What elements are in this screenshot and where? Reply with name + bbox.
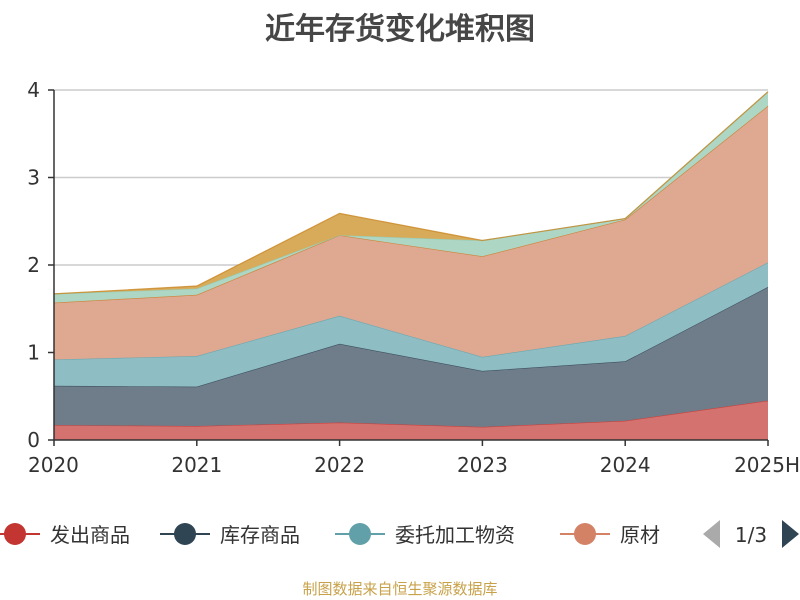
legend-circle-icon <box>174 523 196 545</box>
chart-title: 近年存货变化堆积图 <box>265 12 535 47</box>
legend: 发出商品 库存商品 委托加工物资 原材 1/3 <box>0 514 800 554</box>
legend-item[interactable]: 原材 <box>560 523 660 547</box>
axes: 0 1 2 3 4 2020 2021 2022 2023 2024 2025H <box>27 78 800 477</box>
area-series <box>53 91 769 440</box>
y-tick-label: 1 <box>27 341 40 365</box>
area-series-0 <box>54 400 768 440</box>
legend-label: 委托加工物资 <box>395 523 515 547</box>
pager-prev-icon[interactable] <box>703 520 720 548</box>
x-tick-label: 2025H <box>734 453 800 477</box>
legend-label: 发出商品 <box>50 523 130 547</box>
x-tick-label: 2024 <box>600 453 651 477</box>
legend-label: 库存商品 <box>220 523 300 547</box>
legend-circle-icon <box>574 523 596 545</box>
area-series-line-6 <box>53 91 769 295</box>
y-tick-label: 3 <box>27 166 40 190</box>
legend-item[interactable]: 发出商品 <box>0 523 130 547</box>
legend-circle-icon <box>4 523 26 545</box>
legend-item[interactable]: 库存商品 <box>160 523 300 547</box>
x-tick-label: 2021 <box>171 453 222 477</box>
pager-next-icon[interactable] <box>782 520 799 548</box>
legend-label: 原材 <box>620 523 660 547</box>
legend-page-indicator: 1/3 <box>735 523 767 547</box>
legend-circle-icon <box>349 523 371 545</box>
x-tick-label: 2023 <box>457 453 508 477</box>
area-series-2 <box>54 262 768 387</box>
legend-pager: 1/3 <box>692 514 800 554</box>
area-series-3 <box>54 105 768 360</box>
area-series-1 <box>54 286 768 427</box>
legend-item[interactable]: 委托加工物资 <box>335 523 515 547</box>
data-source-note: 制图数据来自恒生聚源数据库 <box>302 580 498 598</box>
y-tick-label: 2 <box>27 253 40 277</box>
x-tick-label: 2022 <box>314 453 365 477</box>
y-tick-label: 0 <box>27 428 40 452</box>
y-tick-label: 4 <box>27 78 40 102</box>
x-tick-label: 2020 <box>28 453 79 477</box>
